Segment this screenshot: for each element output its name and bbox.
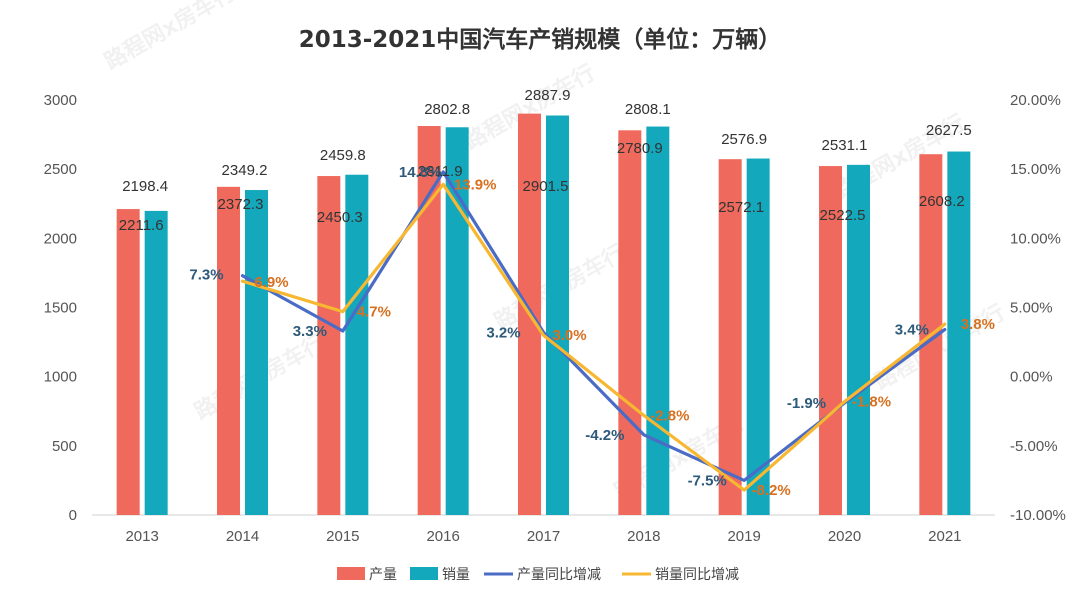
bar-production bbox=[116, 209, 140, 515]
x-tick-label: 2018 bbox=[627, 528, 660, 545]
chart-title: 2013-2021中国汽车产销规模（单位：万辆） bbox=[299, 26, 782, 53]
axes: 0 500 1000 1500 2000 2500 3000 -10.00% -5.00% 0.0… bbox=[44, 92, 1066, 545]
legend-label-sales: 销量 bbox=[442, 567, 470, 583]
legend-label-production-growth: 产量同比增减 bbox=[517, 567, 601, 583]
x-tick-label: 2014 bbox=[226, 528, 259, 545]
bar-production bbox=[217, 186, 240, 515]
x-tick-label: 2015 bbox=[326, 528, 359, 545]
sales-growth-label: 3.8% bbox=[961, 316, 995, 333]
bar-sales bbox=[345, 174, 369, 515]
sales-growth-label: -1.8% bbox=[852, 394, 891, 411]
y-right-tick-label: 20.00% bbox=[1010, 92, 1061, 109]
production-value-label: 2811.9 bbox=[418, 163, 463, 180]
sales-growth-label: 6.9% bbox=[254, 274, 288, 291]
y-left-tick-label: 1500 bbox=[44, 300, 77, 317]
production-growth-label: 3.3% bbox=[293, 323, 327, 340]
production-growth-label: -7.5% bbox=[688, 472, 727, 489]
production-value-label: 2450.3 bbox=[317, 209, 363, 226]
y-left-tick-label: 2000 bbox=[44, 230, 77, 247]
sales-growth-label: -2.8% bbox=[650, 407, 689, 424]
sales-value-label: 2802.8 bbox=[424, 101, 470, 118]
production-growth-label: 3.2% bbox=[486, 324, 520, 341]
y-right-tick-label: 0.00% bbox=[1010, 369, 1053, 386]
bar-production bbox=[718, 159, 742, 515]
y-right-tick-label: -10.00% bbox=[1010, 507, 1066, 524]
production-value-label: 2608.2 bbox=[919, 193, 965, 210]
sales-value-label: 2531.1 bbox=[822, 137, 868, 154]
production-growth-label: 14.8% bbox=[399, 164, 442, 181]
bar-sales bbox=[144, 210, 168, 515]
legend: 产量 销量 产量同比增减 销量同比增减 bbox=[337, 567, 739, 583]
production-value-label: 2780.9 bbox=[617, 140, 663, 157]
y-right-tick-label: 15.00% bbox=[1010, 161, 1061, 178]
bar-sales bbox=[746, 158, 770, 515]
bar-sales bbox=[847, 164, 870, 515]
sales-value-label: 2459.8 bbox=[320, 147, 366, 164]
sales-growth-label: -8.2% bbox=[752, 482, 791, 499]
production-growth-label: -1.9% bbox=[787, 395, 826, 412]
bar-production bbox=[317, 176, 341, 515]
production-value-label: 2372.3 bbox=[218, 196, 264, 213]
sales-value-label: 2349.2 bbox=[222, 162, 268, 179]
bar-sales bbox=[546, 115, 569, 515]
sales-growth-label: 13.9% bbox=[454, 176, 497, 193]
production-value-label: 2522.5 bbox=[820, 207, 866, 224]
legend-label-sales-growth: 销量同比增减 bbox=[655, 567, 739, 583]
y-left-tick-label: 0 bbox=[69, 507, 77, 524]
bar-sales bbox=[445, 127, 469, 516]
legend-swatch-sales bbox=[410, 567, 438, 580]
production-growth-label: 3.4% bbox=[895, 322, 929, 339]
production-value-label: 2211.6 bbox=[119, 217, 164, 234]
sales-value-label: 2198.4 bbox=[122, 178, 168, 195]
x-tick-label: 2019 bbox=[727, 528, 760, 545]
sales-growth-label: 4.7% bbox=[357, 304, 391, 321]
y-left-tick-label: 2500 bbox=[44, 161, 77, 178]
y-right-tick-label: 5.00% bbox=[1010, 300, 1053, 317]
production-value-label: 2901.5 bbox=[523, 178, 569, 195]
x-tick-label: 2016 bbox=[426, 528, 459, 545]
x-tick-label: 2013 bbox=[125, 528, 158, 545]
bar-sales bbox=[646, 126, 670, 515]
y-right-tick-label: -5.00% bbox=[1010, 438, 1058, 455]
y-left-tick-label: 500 bbox=[52, 438, 77, 455]
y-left-tick-label: 3000 bbox=[44, 92, 77, 109]
bar-production bbox=[618, 130, 642, 515]
sales-growth-line bbox=[240, 182, 947, 492]
sales-value-label: 2808.1 bbox=[625, 101, 671, 118]
sales-value-label: 2887.9 bbox=[525, 87, 571, 104]
sales-growth-label: 3.0% bbox=[552, 327, 586, 344]
data-labels: 2211.6 2372.3 2450.3 2811.9 2901.5 2780.9 2572… bbox=[119, 87, 995, 499]
bar-sales bbox=[245, 190, 268, 515]
sales-value-label: 2576.9 bbox=[721, 131, 767, 148]
x-tick-label: 2017 bbox=[527, 528, 560, 545]
legend-swatch-production bbox=[337, 567, 365, 580]
x-tick-label: 2021 bbox=[928, 528, 961, 545]
bar-production bbox=[819, 166, 842, 515]
x-tick-label: 2020 bbox=[828, 528, 861, 545]
production-growth-label: -4.2% bbox=[585, 427, 624, 444]
y-left-tick-label: 1000 bbox=[44, 369, 77, 386]
watermark-text: 路程网x房车行 bbox=[100, 0, 240, 75]
line-series bbox=[240, 170, 947, 492]
sales-value-label: 2627.5 bbox=[926, 122, 972, 139]
production-growth-label: 7.3% bbox=[189, 267, 223, 284]
y-right-tick-label: 10.00% bbox=[1010, 230, 1061, 247]
bar-sales bbox=[947, 151, 971, 515]
bar-production bbox=[417, 126, 441, 515]
production-value-label: 2572.1 bbox=[718, 199, 764, 216]
legend-label-production: 产量 bbox=[369, 567, 397, 583]
